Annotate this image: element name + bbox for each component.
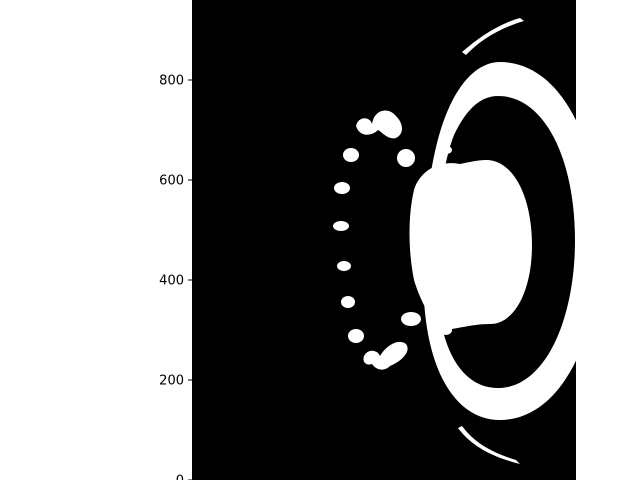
binary-mask-image [192, 0, 576, 480]
blob-arc-8 [348, 329, 364, 343]
y-tick-label: 600 [159, 174, 184, 189]
blob-edge-1 [440, 146, 452, 154]
outer-arc-top [462, 18, 524, 55]
blob-arc-7 [341, 296, 355, 308]
blob-arc-1 [356, 110, 402, 139]
central-blob [409, 160, 532, 330]
blob-arc-9 [401, 312, 421, 326]
blob-arc-4 [334, 182, 350, 194]
blob-edge-2 [440, 325, 452, 335]
blob-arc-10 [363, 341, 408, 370]
y-tick-label: 800 [159, 74, 184, 89]
outer-ring [423, 62, 576, 420]
outer-arc-bottom [458, 426, 520, 464]
blob-arc-2 [343, 148, 359, 162]
y-tick-label: 400 [159, 274, 184, 289]
blob-arc-6 [337, 261, 351, 271]
y-tick-label: 200 [159, 374, 184, 389]
image-axes: 0 200 400 600 800 [159, 0, 576, 480]
blob-arc-5 [333, 221, 349, 231]
blob-arc-3 [397, 149, 415, 167]
y-tick-label: 0 [176, 474, 184, 480]
y-axis: 0 200 400 600 800 [159, 74, 192, 480]
